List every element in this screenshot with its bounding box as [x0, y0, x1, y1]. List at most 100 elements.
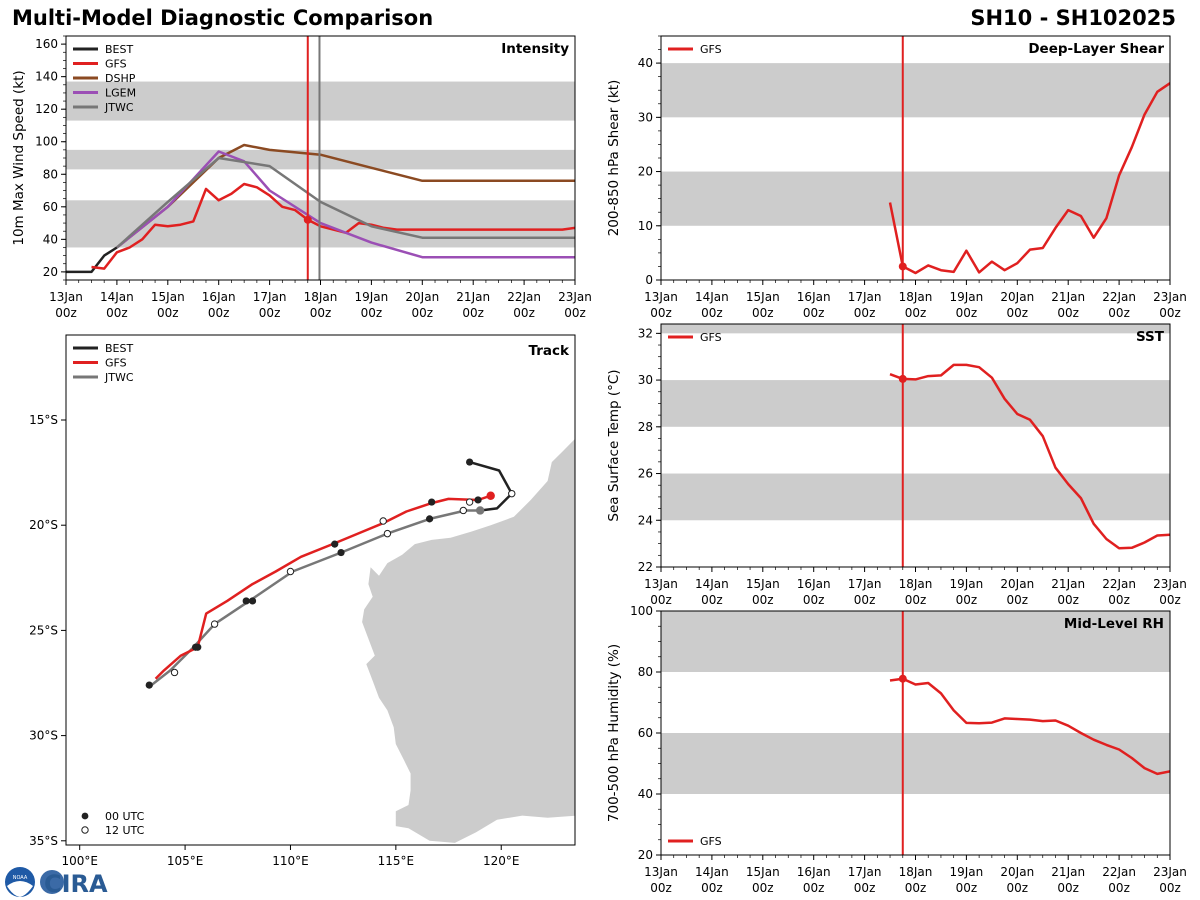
shear-xtick-label-hour: 00z — [752, 306, 774, 320]
intensity-legend-label: BEST — [105, 43, 133, 56]
rh-band — [661, 733, 1170, 794]
noaa-wave-icon — [7, 881, 33, 897]
shear-init-point — [898, 262, 907, 271]
shear-xtick-label-date: 21Jan — [1051, 290, 1085, 304]
shear-xtick-label-hour: 00z — [701, 306, 723, 320]
rh-series-group — [889, 677, 1170, 776]
cira-globe-icon — [40, 870, 64, 894]
track-marker-12utc — [286, 567, 295, 576]
intensity-legend-label: JTWC — [104, 101, 134, 114]
intensity-ytick-label: 60 — [43, 200, 58, 214]
intensity-ytick-label: 80 — [43, 167, 58, 181]
track-jtwc-current-position — [475, 506, 485, 515]
sst-ylabel: Sea Surface Temp (°C) — [606, 369, 622, 521]
sst-chart: 22 24 26 28 30 32 13Jan 00z 14Jan 00z 15Jan 00z 16Ja… — [606, 323, 1187, 607]
sst-xtick-label-date: 13Jan — [644, 577, 678, 591]
shear-xtick-label-hour: 00z — [1108, 306, 1130, 320]
track-marker-12utc — [465, 498, 474, 506]
sst-ytick-label: 26 — [638, 467, 653, 481]
track-ytick-label: 35°S — [29, 834, 58, 848]
intensity-legend-label: DSHP — [105, 72, 136, 85]
shear-series-group — [888, 82, 1170, 275]
track-ytick-label: 30°S — [29, 729, 58, 743]
intensity-xtick-label-hour: 00z — [259, 306, 281, 320]
intensity-xtick-label-date: 20Jan — [405, 290, 439, 304]
track-frame — [65, 334, 576, 846]
intensity-xtick-label-date: 21Jan — [456, 290, 490, 304]
track-marker-12utc — [508, 489, 516, 498]
figure-title: Multi-Model Diagnostic Comparison — [12, 6, 434, 30]
intensity-title: Intensity — [501, 41, 569, 57]
shear-xtick-label-date: 18Jan — [899, 290, 933, 304]
shear-xtick-label-hour: 00z — [1057, 306, 1079, 320]
track-marker-00utc — [242, 597, 250, 605]
track-marker-12utc — [170, 668, 179, 677]
sst-xtick-label-hour: 00z — [701, 593, 723, 607]
intensity-frame — [65, 35, 576, 281]
sst-xtick-label-hour: 00z — [650, 593, 672, 607]
intensity-band — [66, 81, 575, 121]
rh-init-point — [898, 674, 907, 683]
rh-frame — [660, 610, 1171, 856]
shear-xtick-label-hour: 00z — [1159, 306, 1181, 320]
rh-xtick-label-date: 23Jan — [1153, 865, 1187, 879]
sst-xtick-label-date: 16Jan — [797, 577, 831, 591]
intensity-series-group — [66, 143, 575, 274]
intensity-series-best — [66, 246, 118, 274]
shear-xtick-label-date: 16Jan — [797, 290, 831, 304]
shear-legend-label: GFS — [700, 43, 722, 56]
sst-xtick-label-hour: 00z — [905, 593, 927, 607]
rh-xtick-label-hour: 00z — [1159, 881, 1181, 895]
sst-xtick-label-date: 18Jan — [899, 577, 933, 591]
sst-band — [661, 324, 1170, 334]
noaa-logo-text: NOAA — [13, 875, 28, 881]
shear-frame — [660, 35, 1171, 281]
rh-xtick-label-date: 15Jan — [746, 865, 780, 879]
sst-xtick-label-date: 19Jan — [950, 577, 984, 591]
track-legend-marker-12utc — [81, 826, 89, 834]
track-marker-12utc — [379, 517, 387, 525]
intensity-xtick-label-hour: 00z — [361, 306, 383, 320]
rh-ytick-label: 40 — [638, 787, 653, 801]
sst-xtick-label-hour: 00z — [854, 593, 876, 607]
intensity-xtick-label-date: 22Jan — [507, 290, 541, 304]
intensity-xtick-label-hour: 00z — [462, 306, 484, 320]
track-series-best — [469, 460, 514, 512]
sst-series-gfs — [889, 363, 1170, 550]
sst-series-group — [889, 363, 1170, 550]
sst-xtick-label-date: 23Jan — [1153, 577, 1187, 591]
intensity-xtick-label-date: 14Jan — [100, 290, 134, 304]
track-marker-00utc — [248, 597, 257, 605]
sst-xtick-label-hour: 00z — [803, 593, 825, 607]
rh-ytick-label: 80 — [638, 665, 653, 679]
sst-frame — [660, 323, 1171, 568]
sst-xtick-label-hour: 00z — [752, 593, 774, 607]
track-marker-00utc — [474, 496, 482, 504]
shear-xtick-label-hour: 00z — [650, 306, 672, 320]
rh-xtick-label-date: 21Jan — [1051, 865, 1085, 879]
sst-xtick-label-date: 15Jan — [746, 577, 780, 591]
sst-ytick-label: 30 — [638, 373, 653, 387]
sst-ytick-label: 28 — [638, 420, 653, 434]
sst-xtick-label-hour: 00z — [956, 593, 978, 607]
shear-ytick-label: 10 — [638, 219, 653, 233]
track-xtick-label: 110°E — [272, 854, 309, 868]
rh-ytick-label: 100 — [630, 604, 653, 618]
track-marker-00utc — [466, 458, 474, 466]
intensity-xtick-label-date: 17Jan — [253, 290, 287, 304]
rh-xtick-label-hour: 00z — [1057, 881, 1079, 895]
track-legend-marker-00utc — [81, 812, 89, 820]
intensity-init-point — [303, 215, 312, 224]
intensity-ylabel: 10m Max Wind Speed (kt) — [11, 70, 27, 245]
sst-title: SST — [1136, 329, 1165, 345]
sst-xtick-label-hour: 00z — [1108, 593, 1130, 607]
intensity-ytick-label: 20 — [43, 265, 58, 279]
rh-xtick-label-date: 22Jan — [1102, 865, 1136, 879]
shear-band — [661, 63, 1170, 118]
sst-band — [661, 380, 1170, 427]
rh-xtick-label-hour: 00z — [956, 881, 978, 895]
track-xtick-label: 105°E — [167, 854, 204, 868]
intensity-legend-label: GFS — [105, 58, 127, 71]
track-legend-label-12utc: 12 UTC — [105, 824, 145, 837]
